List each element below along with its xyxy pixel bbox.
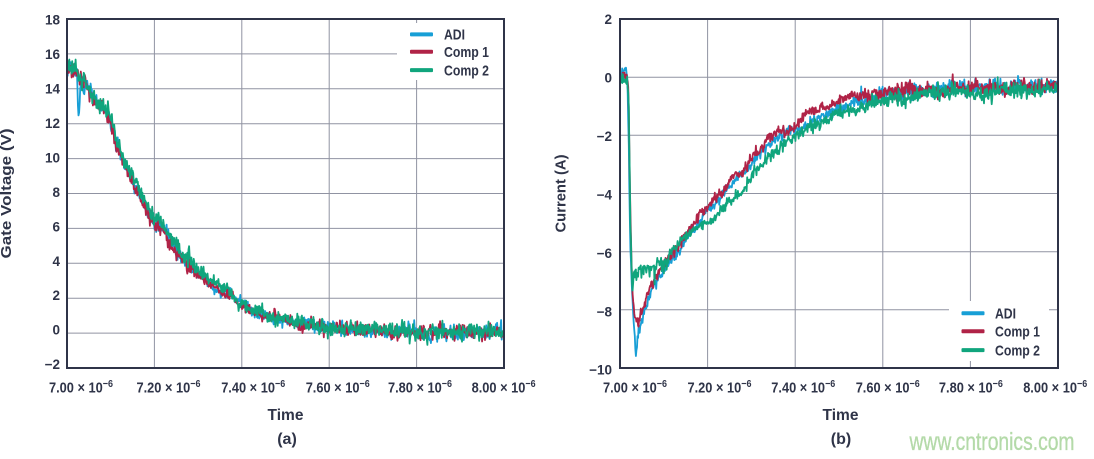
svg-text:ADI: ADI [444,27,465,44]
svg-text:−2: −2 [45,357,60,372]
svg-text:7.40 × 10−6: 7.40 × 10−6 [221,378,285,397]
svg-text:7.80 × 10−6: 7.80 × 10−6 [388,378,452,397]
svg-text:7.00 × 10−6: 7.00 × 10−6 [49,378,113,397]
svg-text:8: 8 [52,185,60,200]
svg-text:2: 2 [604,12,612,27]
svg-text:16: 16 [45,47,61,62]
svg-text:Current (A): Current (A) [553,155,570,233]
svg-text:Comp 1: Comp 1 [995,324,1040,341]
svg-text:6: 6 [52,219,60,234]
svg-text:7.00 × 10−6: 7.00 × 10−6 [603,378,667,397]
svg-text:8.00 × 10−6: 8.00 × 10−6 [1023,378,1087,397]
svg-text:7.60 × 10−6: 7.60 × 10−6 [856,378,920,397]
svg-text:−4: −4 [597,188,613,203]
svg-text:www.cntronics.com: www.cntronics.com [909,428,1075,456]
svg-text:4: 4 [52,254,60,269]
svg-text:−6: −6 [597,246,613,261]
svg-text:Time: Time [823,407,859,424]
svg-text:Comp 1: Comp 1 [444,44,489,61]
svg-text:Time: Time [268,407,304,424]
svg-text:−8: −8 [597,304,613,319]
svg-text:0: 0 [604,71,612,86]
svg-text:7.20 × 10−6: 7.20 × 10−6 [137,378,201,397]
svg-text:2: 2 [52,288,60,303]
svg-text:−10: −10 [589,363,612,378]
svg-text:18: 18 [45,12,61,27]
svg-text:12: 12 [45,116,60,131]
svg-text:14: 14 [45,81,61,96]
svg-text:7.80 × 10−6: 7.80 × 10−6 [939,378,1003,397]
svg-text:10: 10 [45,150,60,165]
svg-text:7.20 × 10−6: 7.20 × 10−6 [688,378,752,397]
svg-text:0: 0 [52,323,60,338]
svg-text:7.40 × 10−6: 7.40 × 10−6 [771,378,835,397]
svg-text:7.60 × 10−6: 7.60 × 10−6 [306,378,370,397]
svg-text:Gate Voltage (V): Gate Voltage (V) [0,129,15,259]
svg-text:(a): (a) [277,431,297,448]
svg-text:−2: −2 [597,129,612,144]
svg-text:(b): (b) [831,431,851,448]
svg-text:ADI: ADI [995,306,1016,323]
svg-text:8.00 × 10−6: 8.00 × 10−6 [472,378,536,397]
svg-text:Comp 2: Comp 2 [444,62,489,79]
svg-text:Comp 2: Comp 2 [995,342,1040,359]
